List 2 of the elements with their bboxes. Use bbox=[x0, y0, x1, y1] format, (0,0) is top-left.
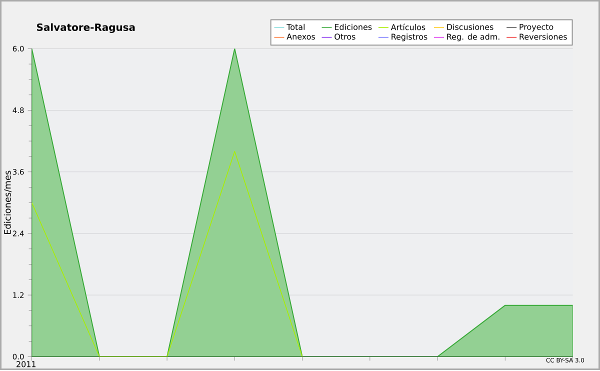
chart-title: Salvatore-Ragusa bbox=[37, 24, 135, 34]
y-axis-title: Ediciones/mes bbox=[4, 171, 12, 234]
